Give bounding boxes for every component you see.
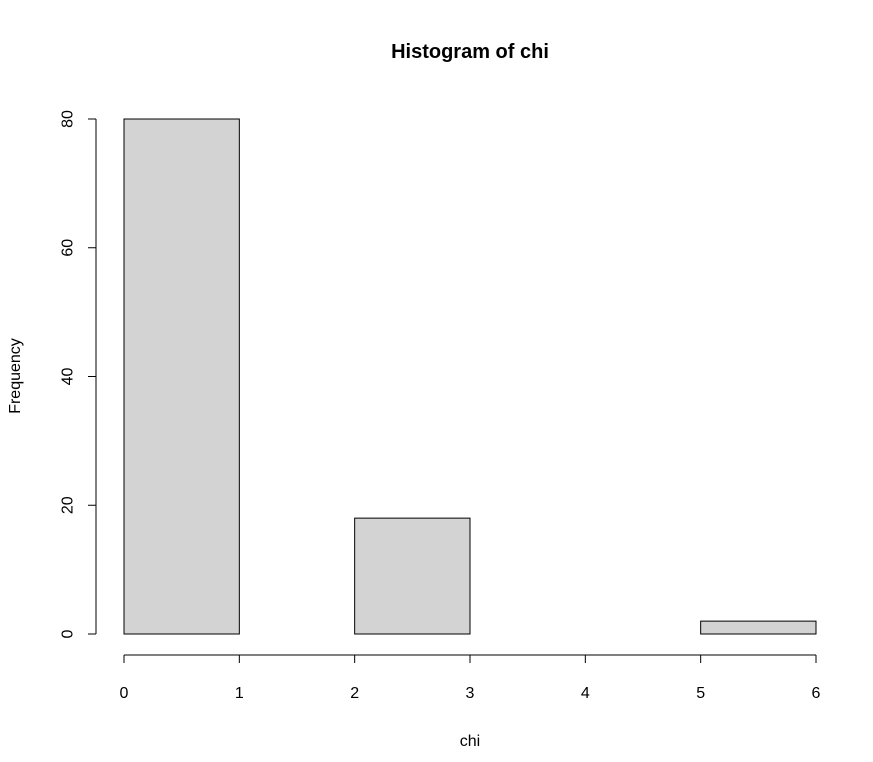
y-axis-label: Frequency [7, 338, 24, 414]
x-axis: 0 1 2 3 4 5 6 [120, 654, 821, 702]
x-tick-label-4: 4 [581, 685, 590, 702]
x-tick-label-6: 6 [812, 685, 821, 702]
histogram-bar-2 [354, 517, 471, 635]
y-tick-label-3: 60 [60, 239, 77, 257]
x-tick-label-5: 5 [696, 685, 705, 702]
histogram-bar-5 [700, 620, 817, 635]
y-tick-label-0: 0 [60, 629, 77, 638]
y-tick-label-4: 80 [60, 110, 77, 128]
chart-title: Histogram of chi [391, 41, 549, 63]
y-tick-label-2: 40 [60, 368, 77, 386]
histogram-bar-0 [123, 118, 240, 635]
x-axis-label: chi [460, 733, 480, 750]
y-axis: 0 20 40 60 80 [60, 110, 97, 638]
x-tick-label-0: 0 [120, 685, 129, 702]
x-tick-label-2: 2 [350, 685, 359, 702]
x-tick-label-1: 1 [235, 685, 244, 702]
x-tick-label-3: 3 [466, 685, 475, 702]
y-tick-label-1: 20 [60, 496, 77, 514]
bars-group [123, 118, 817, 635]
